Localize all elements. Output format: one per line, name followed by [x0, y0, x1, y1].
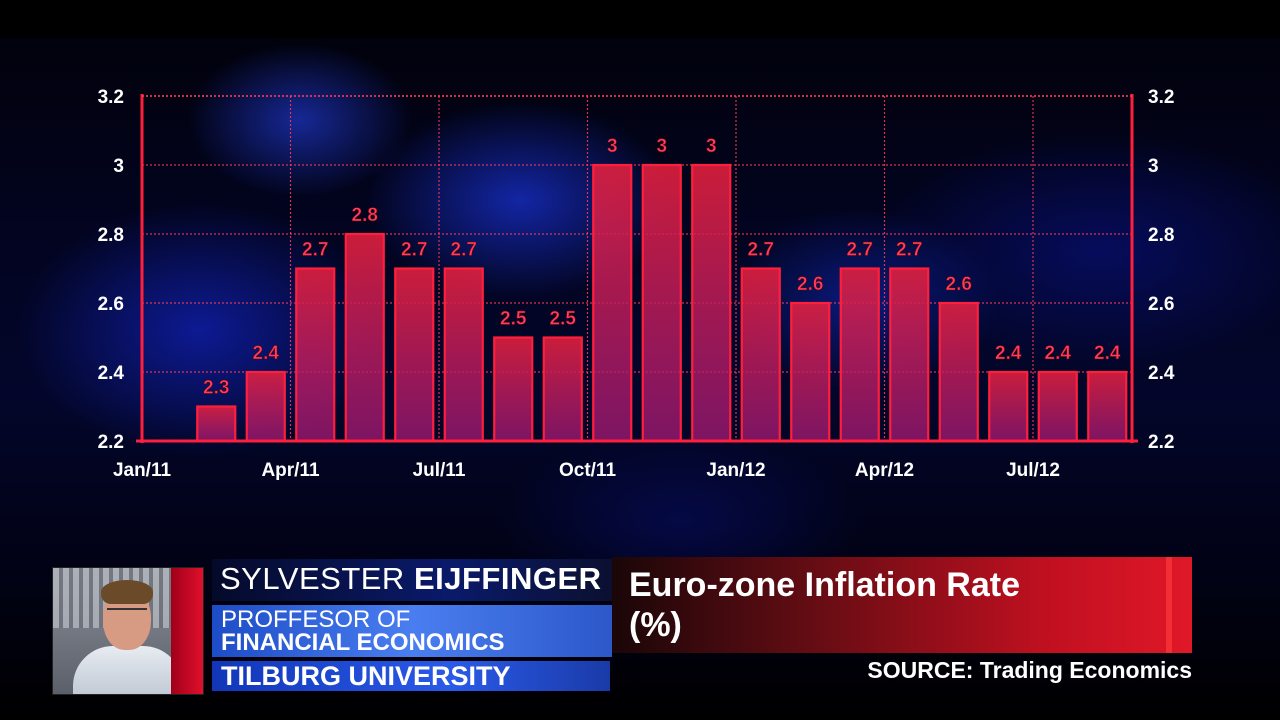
data-label: 2.5 [550, 309, 577, 330]
speaker-institution: TILBURG UNIVERSITY [221, 661, 511, 691]
y-tick-right: 3 [1148, 156, 1159, 177]
y-tick-left: 2.6 [98, 294, 124, 315]
bar [691, 163, 732, 443]
y-tick-right: 2.2 [1148, 432, 1174, 453]
x-tick-label: Apr/11 [261, 460, 320, 481]
data-label: 3 [706, 136, 717, 157]
data-label: 2.4 [1045, 343, 1072, 364]
bar [592, 163, 633, 443]
data-label: 2.5 [500, 309, 527, 330]
data-label: 2.7 [302, 240, 328, 261]
y-tick-left: 2.2 [98, 432, 124, 453]
data-label: 2.8 [352, 205, 378, 226]
bar [542, 336, 583, 443]
speaker-title-line1: PROFFESOR OF [221, 606, 411, 633]
data-label: 2.7 [896, 240, 922, 261]
bar [889, 267, 930, 443]
data-label: 2.4 [995, 343, 1022, 364]
headline-unit: (%) [629, 606, 682, 644]
speaker-photo [52, 567, 204, 695]
x-tick-label: Apr/12 [855, 460, 914, 481]
data-label: 2.4 [1094, 343, 1121, 364]
bar [245, 370, 286, 443]
data-label: 2.7 [451, 240, 477, 261]
data-label: 2.6 [797, 274, 823, 295]
data-label: 3 [607, 136, 618, 157]
lower-third: SYLVESTER EIJFFINGER PROFFESOR OF FINANC… [0, 555, 1280, 720]
source-credit: SOURCE: Trading Economics [867, 657, 1192, 683]
bar [394, 267, 435, 443]
data-label: 2.7 [748, 240, 774, 261]
x-tick-label: Oct/11 [559, 460, 616, 481]
x-tick-label: Jan/12 [706, 460, 765, 481]
bar [839, 267, 880, 443]
data-label: 2.7 [401, 240, 427, 261]
bar [443, 267, 484, 443]
y-tick-right: 3.2 [1148, 87, 1174, 108]
bar [740, 267, 781, 443]
speaker-name: SYLVESTER EIJFFINGER [220, 561, 602, 597]
data-label: 2.6 [946, 274, 972, 295]
bar [1037, 370, 1078, 443]
y-tick-left: 2.4 [98, 363, 125, 384]
bar [988, 370, 1029, 443]
inflation-bar-chart: 2.2 2.2 2.4 2.4 2.6 2.6 2.8 2.8 3 3 3.2 3.2 Jan/11 Ap… [98, 87, 1175, 481]
x-tick-label: Jul/12 [1006, 460, 1060, 481]
y-tick-left: 2.8 [98, 225, 124, 246]
y-tick-left: 3.2 [98, 87, 124, 108]
speaker-first-name: SYLVESTER [220, 561, 405, 596]
data-label: 2.7 [847, 240, 873, 261]
institution-bar [212, 661, 610, 691]
bar [344, 232, 385, 443]
bar [295, 267, 336, 443]
y-tick-right: 2.8 [1148, 225, 1174, 246]
bar [641, 163, 682, 443]
bar [493, 336, 534, 443]
headline-title: Euro-zone Inflation Rate [629, 566, 1020, 604]
x-tick-label: Jan/11 [113, 460, 172, 481]
speaker-title-line2: FINANCIAL ECONOMICS [221, 629, 505, 656]
bar [196, 405, 237, 443]
bar [1087, 370, 1128, 443]
bar [938, 301, 979, 443]
title-bar [212, 605, 612, 657]
data-label: 2.3 [203, 378, 229, 399]
bar [790, 301, 831, 443]
y-tick-left: 3 [113, 156, 124, 177]
headline-bar [612, 557, 1192, 653]
name-bar [212, 559, 612, 601]
speaker-last-name: EIJFFINGER [413, 561, 602, 596]
data-label: 3 [656, 136, 667, 157]
x-tick-label: Jul/11 [413, 460, 466, 481]
y-tick-right: 2.6 [1148, 294, 1174, 315]
data-label: 2.4 [253, 343, 280, 364]
y-tick-right: 2.4 [1148, 363, 1175, 384]
